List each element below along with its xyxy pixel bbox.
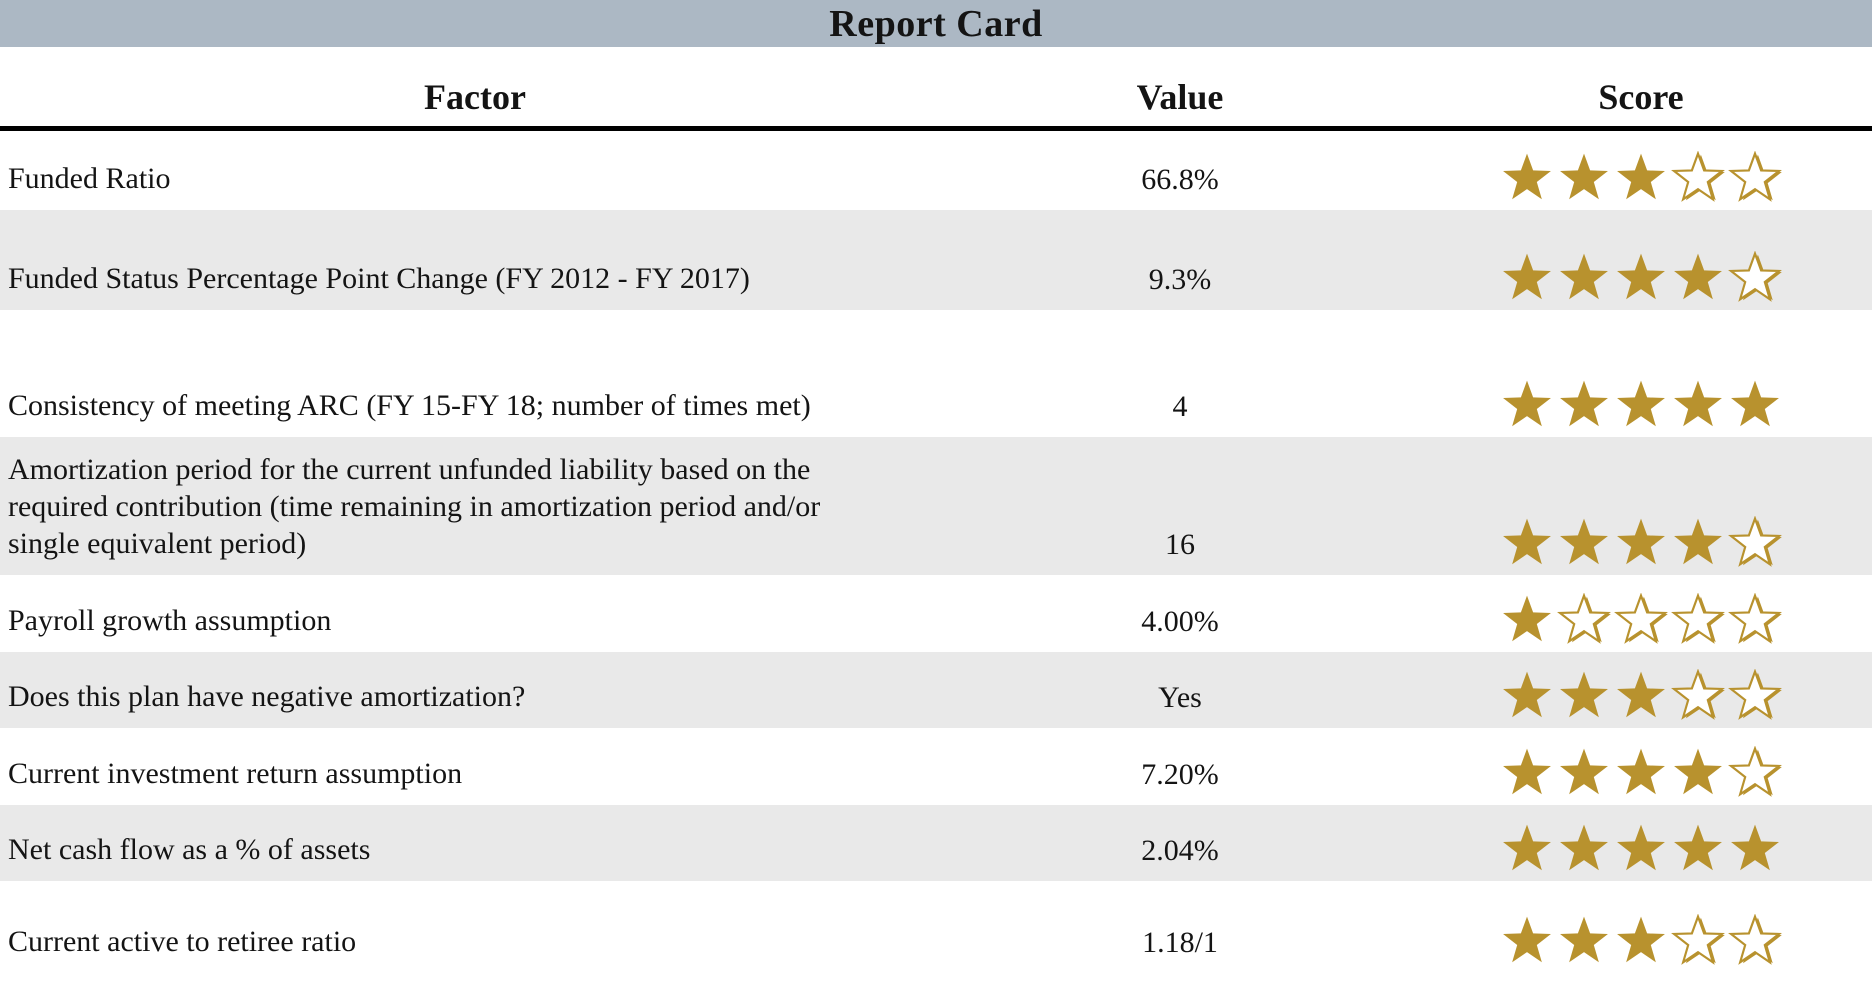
factor-cell: Net cash flow as a % of assets bbox=[8, 833, 371, 866]
star-filled-icon bbox=[1560, 253, 1608, 300]
star-filled-icon bbox=[1617, 153, 1665, 200]
star-filled-icon bbox=[1617, 748, 1665, 795]
column-header-score: Score bbox=[1598, 77, 1684, 117]
star-filled-icon bbox=[1560, 518, 1608, 565]
table-row: Amortization period for the current unfu… bbox=[0, 437, 1872, 575]
star-filled-icon bbox=[1674, 253, 1722, 300]
table-row: Funded Status Percentage Point Change (F… bbox=[0, 210, 1872, 310]
title-band: Report Card bbox=[0, 0, 1872, 47]
star-filled-icon bbox=[1503, 380, 1551, 427]
star-outline-icon bbox=[1728, 746, 1782, 797]
star-filled-icon bbox=[1674, 518, 1722, 565]
star-rating bbox=[1410, 151, 1872, 210]
star-filled-icon bbox=[1617, 824, 1665, 871]
star-outline-icon bbox=[1728, 593, 1782, 644]
star-outline-icon bbox=[1728, 151, 1782, 202]
star-outline-icon bbox=[1728, 914, 1782, 965]
star-filled-icon bbox=[1503, 595, 1551, 642]
star-outline-icon bbox=[1671, 593, 1725, 644]
star-filled-icon bbox=[1503, 748, 1551, 795]
star-filled-icon bbox=[1560, 916, 1608, 963]
star-filled-icon bbox=[1503, 518, 1551, 565]
star-filled-icon bbox=[1560, 824, 1608, 871]
table-row: Current active to retiree ratio 1.18/1 bbox=[0, 881, 1872, 973]
star-filled-icon bbox=[1617, 253, 1665, 300]
star-filled-icon bbox=[1731, 380, 1779, 427]
star-filled-icon bbox=[1617, 380, 1665, 427]
star-rating bbox=[1410, 593, 1872, 652]
column-header-value: Value bbox=[1136, 77, 1224, 117]
star-filled-icon bbox=[1560, 748, 1608, 795]
star-rating bbox=[1410, 378, 1872, 437]
report-table: Funded Ratio 66.8% Funded Status Percent… bbox=[0, 131, 1872, 973]
star-filled-icon bbox=[1731, 824, 1779, 871]
value-cell: 9.3% bbox=[1148, 263, 1212, 296]
star-filled-icon bbox=[1617, 916, 1665, 963]
star-filled-icon bbox=[1560, 671, 1608, 718]
factor-cell: Current active to retiree ratio bbox=[8, 925, 357, 958]
star-outline-icon bbox=[1557, 593, 1611, 644]
factor-cell: Does this plan have negative amortizatio… bbox=[8, 680, 526, 713]
star-outline-icon bbox=[1671, 151, 1725, 202]
star-filled-icon bbox=[1617, 671, 1665, 718]
value-cell: 66.8% bbox=[1141, 163, 1219, 196]
page-title: Report Card bbox=[829, 2, 1043, 45]
star-outline-icon bbox=[1671, 669, 1725, 720]
star-rating bbox=[1410, 746, 1872, 805]
star-filled-icon bbox=[1503, 253, 1551, 300]
star-outline-icon bbox=[1614, 593, 1668, 644]
star-rating bbox=[1410, 914, 1872, 973]
value-cell: 7.20% bbox=[1141, 758, 1219, 791]
star-outline-icon bbox=[1728, 516, 1782, 567]
star-rating bbox=[1410, 669, 1872, 728]
star-filled-icon bbox=[1503, 916, 1551, 963]
value-cell: 16 bbox=[1165, 528, 1195, 561]
value-cell: 2.04% bbox=[1141, 834, 1219, 867]
table-row: Current investment return assumption 7.2… bbox=[0, 728, 1872, 805]
factor-cell: Current investment return assumption bbox=[8, 757, 463, 790]
factor-cell: Funded Status Percentage Point Change (F… bbox=[8, 262, 750, 295]
value-cell: 1.18/1 bbox=[1142, 926, 1218, 959]
factor-cell: Amortization period for the current unfu… bbox=[8, 453, 821, 560]
table-header: Factor Value Score bbox=[0, 47, 1872, 131]
star-filled-icon bbox=[1560, 380, 1608, 427]
factor-cell: Payroll growth assumption bbox=[8, 604, 332, 637]
star-rating bbox=[1410, 516, 1872, 575]
value-cell: Yes bbox=[1158, 681, 1202, 714]
table-row: Funded Ratio 66.8% bbox=[0, 131, 1872, 210]
star-outline-icon bbox=[1728, 251, 1782, 302]
column-header-factor: Factor bbox=[424, 77, 526, 117]
star-filled-icon bbox=[1674, 824, 1722, 871]
table-row: Does this plan have negative amortizatio… bbox=[0, 652, 1872, 728]
star-filled-icon bbox=[1674, 748, 1722, 795]
value-cell: 4 bbox=[1172, 390, 1188, 423]
table-row: Payroll growth assumption 4.00% bbox=[0, 575, 1872, 652]
star-outline-icon bbox=[1728, 669, 1782, 720]
star-filled-icon bbox=[1503, 671, 1551, 718]
star-filled-icon bbox=[1560, 153, 1608, 200]
star-filled-icon bbox=[1617, 518, 1665, 565]
factor-cell: Funded Ratio bbox=[8, 162, 171, 195]
star-filled-icon bbox=[1674, 380, 1722, 427]
star-rating bbox=[1410, 251, 1872, 310]
table-row: Consistency of meeting ARC (FY 15-FY 18;… bbox=[0, 310, 1872, 437]
factor-cell: Consistency of meeting ARC (FY 15-FY 18;… bbox=[8, 389, 811, 422]
star-filled-icon bbox=[1503, 824, 1551, 871]
table-row: Net cash flow as a % of assets 2.04% bbox=[0, 805, 1872, 881]
star-filled-icon bbox=[1503, 153, 1551, 200]
value-cell: 4.00% bbox=[1141, 605, 1219, 638]
star-rating bbox=[1410, 822, 1872, 881]
star-outline-icon bbox=[1671, 914, 1725, 965]
